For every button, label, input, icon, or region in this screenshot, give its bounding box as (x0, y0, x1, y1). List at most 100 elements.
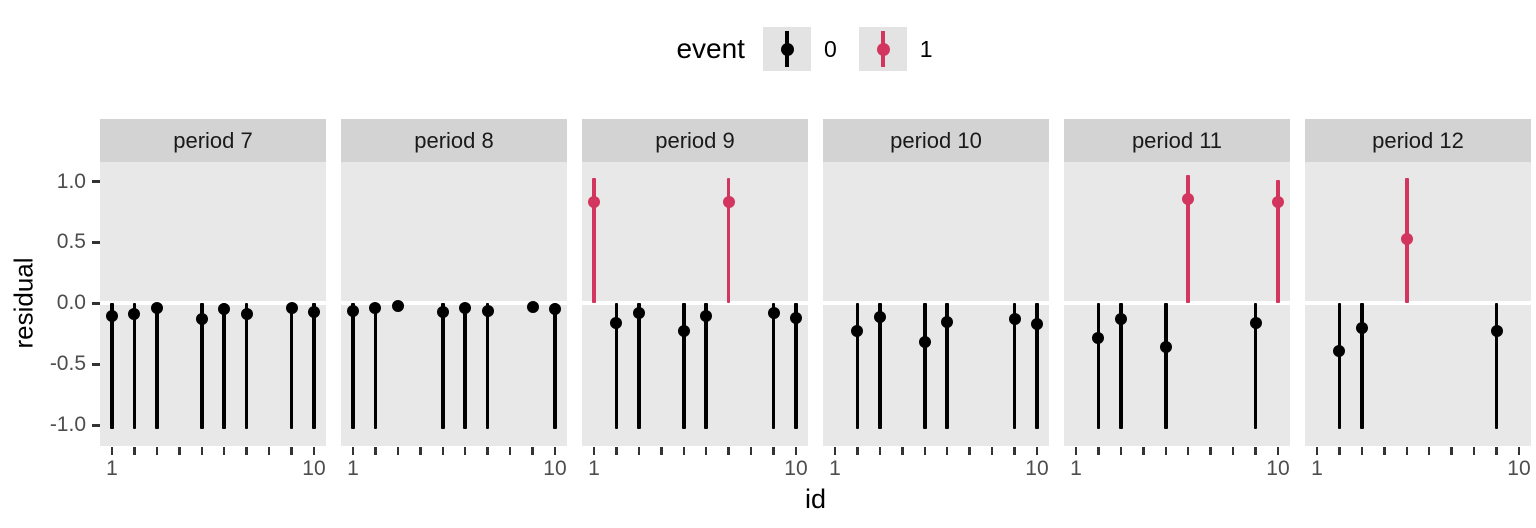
pointrange-segment (1494, 303, 1499, 429)
pointrange-segment (1276, 180, 1280, 304)
x-tick (1517, 447, 1521, 455)
x-tick (312, 447, 316, 455)
pointrange-dot (128, 308, 141, 321)
x-tick (1472, 447, 1476, 455)
facet-strip-label: period 9 (582, 119, 808, 162)
x-tick-label: 1 (1070, 457, 1082, 480)
x-tick (615, 447, 618, 455)
x-tick (1119, 447, 1123, 455)
pointrange-segment (553, 303, 557, 429)
y-tick (92, 424, 100, 427)
pointrange-dot (610, 316, 623, 329)
zero-gridline (100, 301, 326, 306)
x-tick (531, 447, 534, 455)
x-tick (110, 447, 114, 455)
x-tick (772, 447, 775, 455)
pointrange-dot (1333, 344, 1346, 357)
x-tick (856, 447, 859, 455)
pointrange-dot (1182, 192, 1195, 205)
pointrange-segment (1012, 303, 1017, 429)
pointrange-segment (637, 303, 641, 429)
pointrange-segment (945, 303, 949, 429)
pointrange-dot (918, 336, 931, 349)
facet-panel (823, 162, 1049, 446)
pointrange-segment (726, 177, 731, 304)
pointrange-dot (1490, 325, 1503, 338)
legend-pointrange-dot (876, 42, 890, 56)
y-tick (92, 363, 100, 366)
x-tick (1164, 447, 1167, 455)
x-tick (727, 447, 730, 455)
facet-panel (582, 162, 808, 446)
pointrange-segment (155, 303, 159, 429)
x-tick (351, 447, 355, 455)
facet-strip-label: period 7 (100, 119, 326, 162)
pointrange-dot (1400, 232, 1413, 245)
pointrange-dot (459, 302, 472, 315)
y-tick-label: 1.0 (56, 169, 86, 193)
pointrange-segment (1119, 303, 1123, 429)
x-tick (1360, 447, 1364, 455)
pointrange-segment (1186, 175, 1190, 304)
x-tick (637, 447, 641, 455)
pointrange-segment (1360, 303, 1364, 429)
facet: period 10 1 10 (823, 119, 1049, 481)
x-tick (1450, 447, 1453, 455)
pointrange-dot (1159, 341, 1172, 354)
x-tick (419, 447, 422, 455)
x-axis-title: id (804, 484, 826, 514)
pointrange-segment (351, 303, 355, 429)
pointrange-segment (244, 303, 249, 429)
x-tick-label: 1 (106, 457, 118, 480)
x-tick (133, 447, 136, 455)
y-tick-label: -0.5 (49, 352, 86, 376)
legend-item-label: 0 (823, 35, 837, 62)
pointrange-segment (441, 303, 445, 429)
x-tick (155, 447, 159, 455)
pointrange-dot (1114, 313, 1127, 326)
x-tick (1338, 447, 1341, 455)
x-tick (945, 447, 949, 455)
x-tick-label: 10 (1507, 457, 1531, 480)
legend-item: 0 (762, 27, 859, 71)
x-tick (1315, 447, 1319, 455)
x-axis-labels: 1 10 (341, 455, 567, 481)
y-tick (92, 302, 100, 305)
y-tick (92, 180, 100, 183)
pointrange-dot (873, 310, 886, 323)
x-tick (1186, 447, 1190, 455)
pointrange-segment (1253, 303, 1258, 429)
y-tick-label: 0.0 (56, 291, 86, 315)
zero-gridline (582, 301, 808, 306)
facet-panel (1305, 162, 1531, 446)
pointrange-dot (941, 315, 954, 328)
facet: period 9 1 10 (582, 119, 808, 481)
facet: period 7 1 10 (100, 119, 326, 481)
facet: period 8 1 10 (341, 119, 567, 481)
pointrange-dot (789, 312, 802, 325)
zero-gridline (341, 301, 567, 306)
x-tick (441, 447, 444, 455)
pointrange-segment (373, 303, 378, 429)
pointrange-dot (1249, 316, 1262, 329)
x-tick-label: 10 (1266, 457, 1290, 480)
x-axis-labels: 1 10 (823, 455, 1049, 481)
pointrange-dot (700, 309, 713, 322)
pointrange-segment (682, 303, 686, 429)
x-tick (290, 447, 293, 455)
x-tick (794, 447, 798, 455)
x-tick (486, 447, 489, 455)
pointrange-dot (1271, 196, 1284, 209)
x-tick (1231, 447, 1235, 455)
x-tick (1013, 447, 1016, 455)
zero-gridline (1305, 301, 1531, 306)
pointrange-dot (548, 303, 561, 316)
y-tick-label: 0.5 (56, 230, 86, 254)
pointrange-segment (289, 303, 294, 429)
x-tick (1142, 447, 1145, 455)
x-tick (901, 447, 904, 455)
pointrange-dot (1355, 321, 1368, 334)
